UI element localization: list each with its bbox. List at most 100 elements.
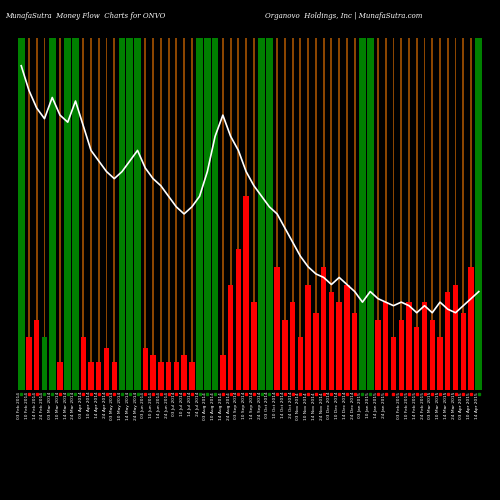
Bar	[142, 348, 148, 391]
Bar	[322, 38, 324, 391]
Bar	[406, 302, 412, 390]
Bar	[49, 38, 56, 391]
Bar	[438, 338, 442, 390]
Bar	[376, 320, 380, 390]
Bar	[266, 38, 272, 391]
Bar	[352, 312, 358, 390]
Bar	[460, 312, 466, 390]
Bar	[174, 362, 179, 390]
Bar	[445, 292, 450, 390]
Bar	[160, 38, 162, 391]
Bar	[432, 38, 433, 391]
Bar	[476, 38, 482, 391]
Bar	[96, 362, 102, 390]
Bar	[422, 302, 427, 390]
Bar	[220, 355, 226, 390]
Bar	[276, 38, 278, 391]
Bar	[168, 38, 170, 391]
Bar	[251, 302, 256, 390]
Bar	[354, 38, 356, 391]
Bar	[391, 338, 396, 390]
Bar	[230, 38, 232, 391]
Bar	[258, 38, 265, 391]
Bar	[64, 38, 71, 391]
Bar	[112, 362, 117, 390]
Bar	[244, 196, 249, 390]
Bar	[90, 38, 92, 391]
Bar	[150, 355, 156, 390]
Bar	[367, 38, 374, 391]
Text: Organovo  Holdings, Inc | MunafaSutra.com: Organovo Holdings, Inc | MunafaSutra.com	[265, 12, 422, 20]
Bar	[453, 284, 458, 391]
Bar	[298, 338, 303, 390]
Bar	[330, 38, 332, 391]
Bar	[88, 362, 94, 390]
Bar	[385, 38, 386, 391]
Bar	[222, 38, 224, 391]
Bar	[321, 267, 326, 390]
Bar	[430, 320, 435, 390]
Bar	[114, 38, 115, 391]
Bar	[176, 38, 178, 391]
Bar	[204, 38, 210, 391]
Bar	[228, 284, 234, 391]
Bar	[447, 38, 448, 391]
Bar	[72, 38, 79, 391]
Bar	[346, 38, 348, 391]
Bar	[359, 38, 366, 391]
Bar	[36, 38, 38, 391]
Bar	[59, 38, 61, 391]
Bar	[315, 38, 317, 391]
Bar	[414, 327, 420, 390]
Bar	[189, 362, 194, 390]
Bar	[439, 38, 441, 391]
Bar	[408, 38, 410, 391]
Bar	[98, 38, 100, 391]
Text: MunafaSutra  Money Flow  Charts for ONVO: MunafaSutra Money Flow Charts for ONVO	[5, 12, 166, 20]
Bar	[191, 38, 193, 391]
Bar	[416, 38, 418, 391]
Bar	[182, 355, 187, 390]
Bar	[28, 38, 30, 391]
Bar	[290, 302, 296, 390]
Bar	[134, 38, 141, 391]
Bar	[166, 362, 172, 390]
Bar	[307, 38, 309, 391]
Bar	[284, 38, 286, 391]
Bar	[336, 302, 342, 390]
Bar	[106, 38, 108, 391]
Bar	[158, 362, 164, 390]
Bar	[152, 38, 154, 391]
Bar	[377, 38, 379, 391]
Bar	[468, 267, 474, 390]
Bar	[338, 38, 340, 391]
Bar	[344, 284, 350, 391]
Bar	[183, 38, 185, 391]
Bar	[306, 284, 311, 391]
Bar	[454, 38, 456, 391]
Bar	[58, 362, 62, 390]
Bar	[245, 38, 247, 391]
Bar	[398, 320, 404, 390]
Bar	[238, 38, 240, 391]
Bar	[383, 302, 388, 390]
Bar	[34, 320, 40, 390]
Bar	[44, 38, 46, 391]
Bar	[328, 292, 334, 390]
Bar	[313, 312, 318, 390]
Bar	[300, 38, 302, 391]
Bar	[42, 338, 47, 390]
Bar	[126, 38, 133, 391]
Bar	[253, 38, 255, 391]
Bar	[82, 38, 84, 391]
Bar	[144, 38, 146, 391]
Bar	[462, 38, 464, 391]
Bar	[80, 338, 86, 390]
Bar	[196, 38, 203, 391]
Bar	[292, 38, 294, 391]
Bar	[282, 320, 288, 390]
Bar	[274, 267, 280, 390]
Bar	[470, 38, 472, 391]
Bar	[236, 249, 241, 390]
Bar	[212, 38, 218, 391]
